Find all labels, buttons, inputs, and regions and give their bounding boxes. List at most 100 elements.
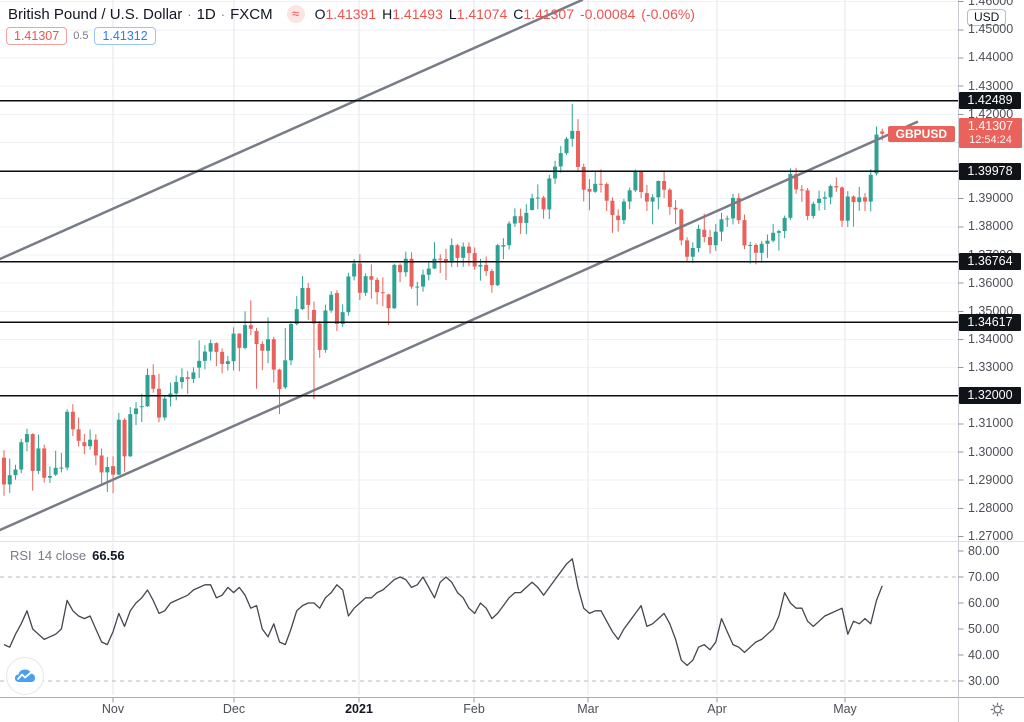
candle-body xyxy=(306,287,311,305)
price-tick-label: 1.28000 xyxy=(968,500,1014,515)
candle-body xyxy=(403,258,408,273)
price-tick-label: 1.46000 xyxy=(968,0,1014,9)
candle-body xyxy=(323,310,328,350)
candle-body xyxy=(225,361,230,364)
candle-body xyxy=(776,231,781,233)
rsi-tick-label: 70.00 xyxy=(968,569,1000,584)
series-symbol-badge[interactable]: GBPUSD xyxy=(887,126,955,142)
candle-body xyxy=(88,439,93,447)
candle-body xyxy=(863,197,867,202)
currency-badge[interactable]: USD xyxy=(967,9,1007,26)
candle-body xyxy=(558,153,563,167)
time-scale[interactable]: Nov Dec 2021 Feb Mar Apr May xyxy=(0,698,958,722)
candle-body xyxy=(495,245,500,286)
candle-body xyxy=(719,219,724,232)
candle-body xyxy=(380,292,385,294)
price-tick-label: 1.42000 xyxy=(968,106,1014,121)
candle-body xyxy=(289,324,293,361)
candle-body xyxy=(576,130,580,167)
candle-body xyxy=(828,186,833,198)
candle-body xyxy=(501,245,506,247)
candle-body xyxy=(70,411,75,430)
tradingview-logo-button[interactable] xyxy=(6,657,44,695)
price-level-label: 1.36764 xyxy=(959,253,1021,271)
gear-icon xyxy=(990,702,1004,716)
last-price-label: 1.41307 12:54:24 xyxy=(959,117,1022,148)
time-axis-label: Mar xyxy=(577,702,599,716)
candle-body xyxy=(139,406,144,408)
candle-body xyxy=(145,374,150,407)
candle-body xyxy=(329,294,334,311)
close-label: C xyxy=(513,6,524,22)
sell-button[interactable]: 1.41307 xyxy=(6,27,68,45)
low-label: L xyxy=(448,6,457,22)
price-tick-label: 1.44000 xyxy=(968,50,1014,65)
symbol-title[interactable]: British Pound / U.S. Dollar xyxy=(8,5,183,23)
candle-body xyxy=(593,183,598,192)
delayed-data-icon[interactable]: ≈ xyxy=(286,5,305,23)
interval-label[interactable]: 1D xyxy=(196,5,216,23)
candle-body xyxy=(231,333,236,362)
candle-body xyxy=(65,411,70,468)
candle-body xyxy=(759,243,764,253)
candle-body xyxy=(541,197,546,210)
candle-body xyxy=(587,188,592,192)
candle-body xyxy=(294,309,299,325)
price-tick-label: 1.30000 xyxy=(968,444,1014,459)
candle-body xyxy=(742,220,747,246)
cloud-chart-logo-icon xyxy=(14,669,35,682)
candle-body xyxy=(122,419,127,457)
rsi-line xyxy=(3,558,883,667)
candle-body xyxy=(449,245,454,263)
price-tick-label: 1.38000 xyxy=(968,219,1014,234)
change-value: -0.00084 xyxy=(580,6,636,22)
price-scale[interactable]: USD 1.41307 12:54:24 1.46000 1.45000 1.440… xyxy=(958,0,1024,722)
price-tick-label: 1.27000 xyxy=(968,529,1014,544)
candle-body xyxy=(610,200,615,216)
candle-body xyxy=(392,264,397,309)
candle-body xyxy=(788,173,793,218)
candle-body xyxy=(7,475,12,485)
candle-body xyxy=(621,201,626,221)
chart-header: British Pound / U.S. Dollar · 1D · FXCM … xyxy=(8,5,695,23)
separator-dot: · xyxy=(220,6,226,22)
candle-body xyxy=(254,331,259,344)
price-level-label: 1.34617 xyxy=(959,313,1021,331)
price-tick-label: 1.43000 xyxy=(968,78,1014,93)
price-level-label: 1.32000 xyxy=(959,387,1021,405)
candle-body xyxy=(489,271,494,286)
candle-body xyxy=(2,457,6,485)
candle-body xyxy=(753,244,758,253)
exchange-label[interactable]: FXCM xyxy=(230,5,273,23)
candle-body xyxy=(432,258,437,269)
candle-body xyxy=(644,193,649,202)
time-axis-label: May xyxy=(833,702,857,716)
timescale-settings-button[interactable] xyxy=(986,699,1008,719)
candle-body xyxy=(604,184,609,201)
candle-body xyxy=(679,209,684,241)
candle-body xyxy=(311,309,316,324)
candle-body xyxy=(857,197,862,203)
candle-body xyxy=(662,181,667,190)
price-tick-label: 1.34000 xyxy=(968,331,1014,346)
rsi-tick-label: 30.00 xyxy=(968,673,1000,688)
candle-body xyxy=(805,190,810,216)
open-label: O xyxy=(314,6,326,22)
candle-body xyxy=(524,212,529,223)
candle-body xyxy=(461,246,466,258)
rsi-indicator-legend[interactable]: RSI 14 close 66.56 xyxy=(10,548,125,563)
price-level-label: 1.42489 xyxy=(959,92,1021,110)
candle-body xyxy=(868,174,873,202)
candle-body xyxy=(300,287,305,310)
time-axis-label: 2021 xyxy=(345,702,373,716)
buy-button[interactable]: 1.41312 xyxy=(94,27,156,45)
candle-body xyxy=(13,469,18,476)
candle-body xyxy=(334,293,339,325)
candle-body xyxy=(845,196,850,221)
candle-body xyxy=(730,197,735,219)
candle-body xyxy=(702,229,707,238)
candle-body xyxy=(507,223,512,246)
candle-body xyxy=(53,467,58,475)
